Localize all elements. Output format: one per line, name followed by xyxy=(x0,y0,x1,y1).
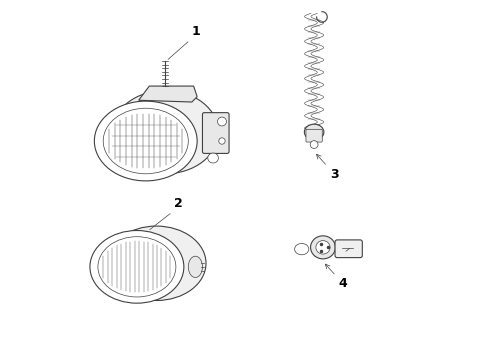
Ellipse shape xyxy=(98,237,176,297)
FancyBboxPatch shape xyxy=(306,129,322,142)
Ellipse shape xyxy=(294,243,309,255)
Text: 2: 2 xyxy=(174,197,183,210)
Ellipse shape xyxy=(310,141,318,148)
Ellipse shape xyxy=(316,240,330,254)
Ellipse shape xyxy=(107,226,206,301)
Ellipse shape xyxy=(90,230,184,303)
Polygon shape xyxy=(139,86,197,102)
Ellipse shape xyxy=(304,124,324,140)
Text: 4: 4 xyxy=(325,264,348,291)
Text: 3: 3 xyxy=(317,154,339,181)
Ellipse shape xyxy=(218,117,226,126)
Ellipse shape xyxy=(208,153,219,163)
Ellipse shape xyxy=(112,90,219,174)
FancyBboxPatch shape xyxy=(202,113,229,153)
Ellipse shape xyxy=(188,256,202,278)
FancyBboxPatch shape xyxy=(335,240,362,258)
Ellipse shape xyxy=(219,138,225,144)
Text: 1: 1 xyxy=(192,25,200,38)
Ellipse shape xyxy=(95,101,197,181)
Ellipse shape xyxy=(311,236,335,259)
Ellipse shape xyxy=(103,108,188,174)
